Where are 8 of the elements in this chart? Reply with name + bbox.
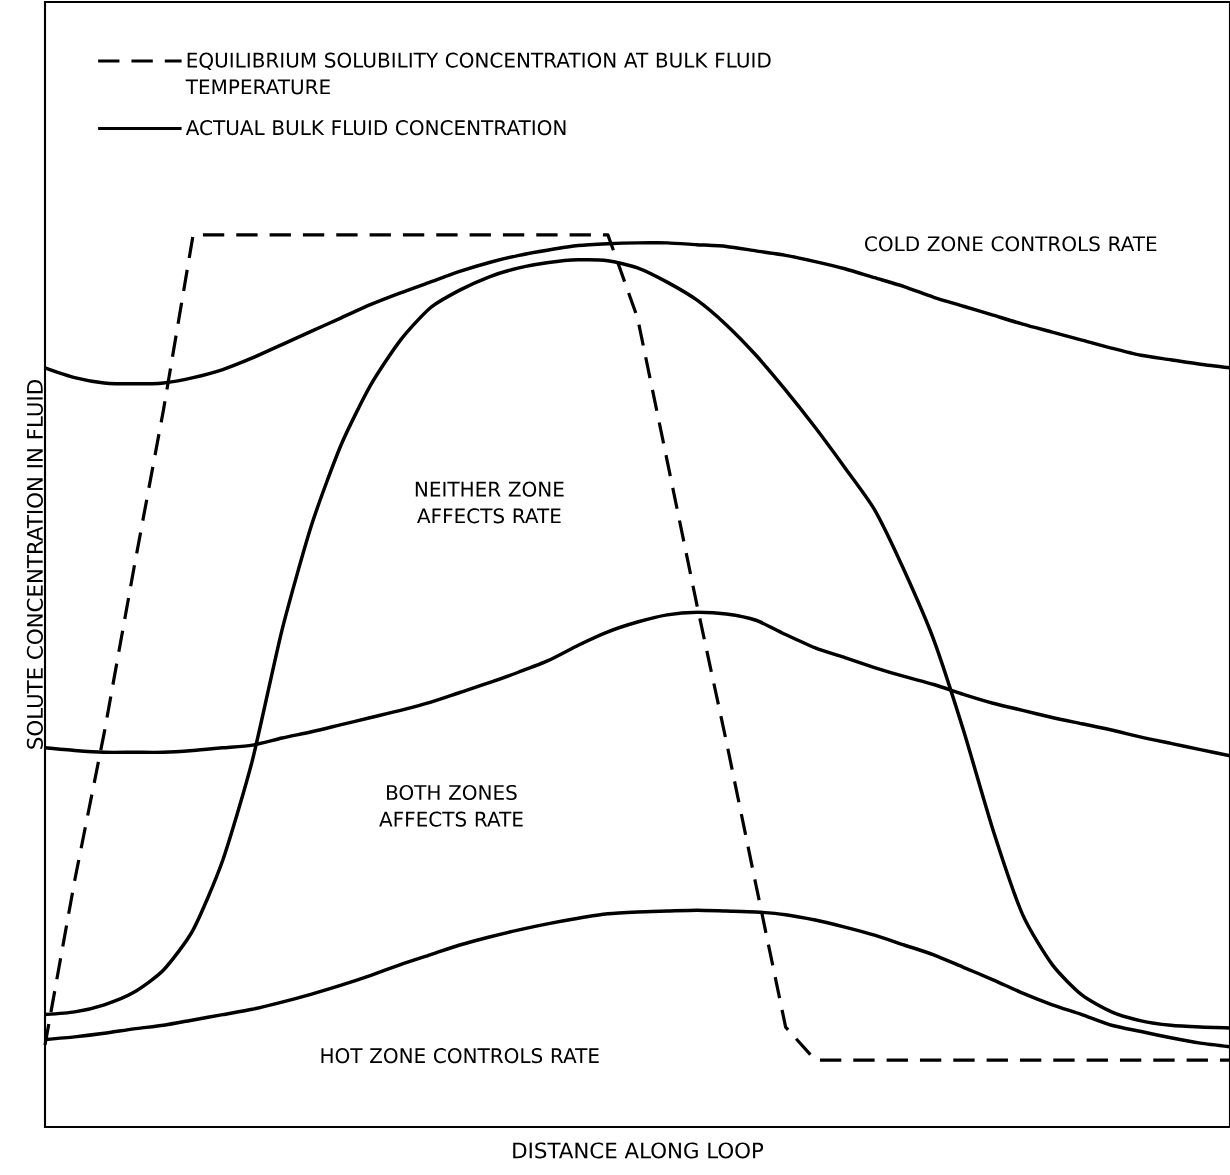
x-axis-title: DISTANCE ALONG LOOP (513, 1142, 764, 1159)
annotation: HOT ZONE CONTROLS RATE (321, 1048, 599, 1064)
legend-label: ACTUAL BULK FLUID CONCENTRATION (185, 120, 566, 136)
annotation: BOTH ZONES AFFECTS RATE (379, 784, 523, 827)
annotation: COLD ZONE CONTROLS RATE (865, 236, 1157, 252)
legend-label: EQUILIBRIUM SOLUBILITY CONCENTRATION AT BULK FLUID TEMPERATURE (185, 52, 771, 95)
annotation: NEITHER ZONE AFFECTS RATE (415, 481, 564, 524)
y-axis-title: SOLUTE CONCENTRATION IN FLUID (26, 380, 43, 749)
